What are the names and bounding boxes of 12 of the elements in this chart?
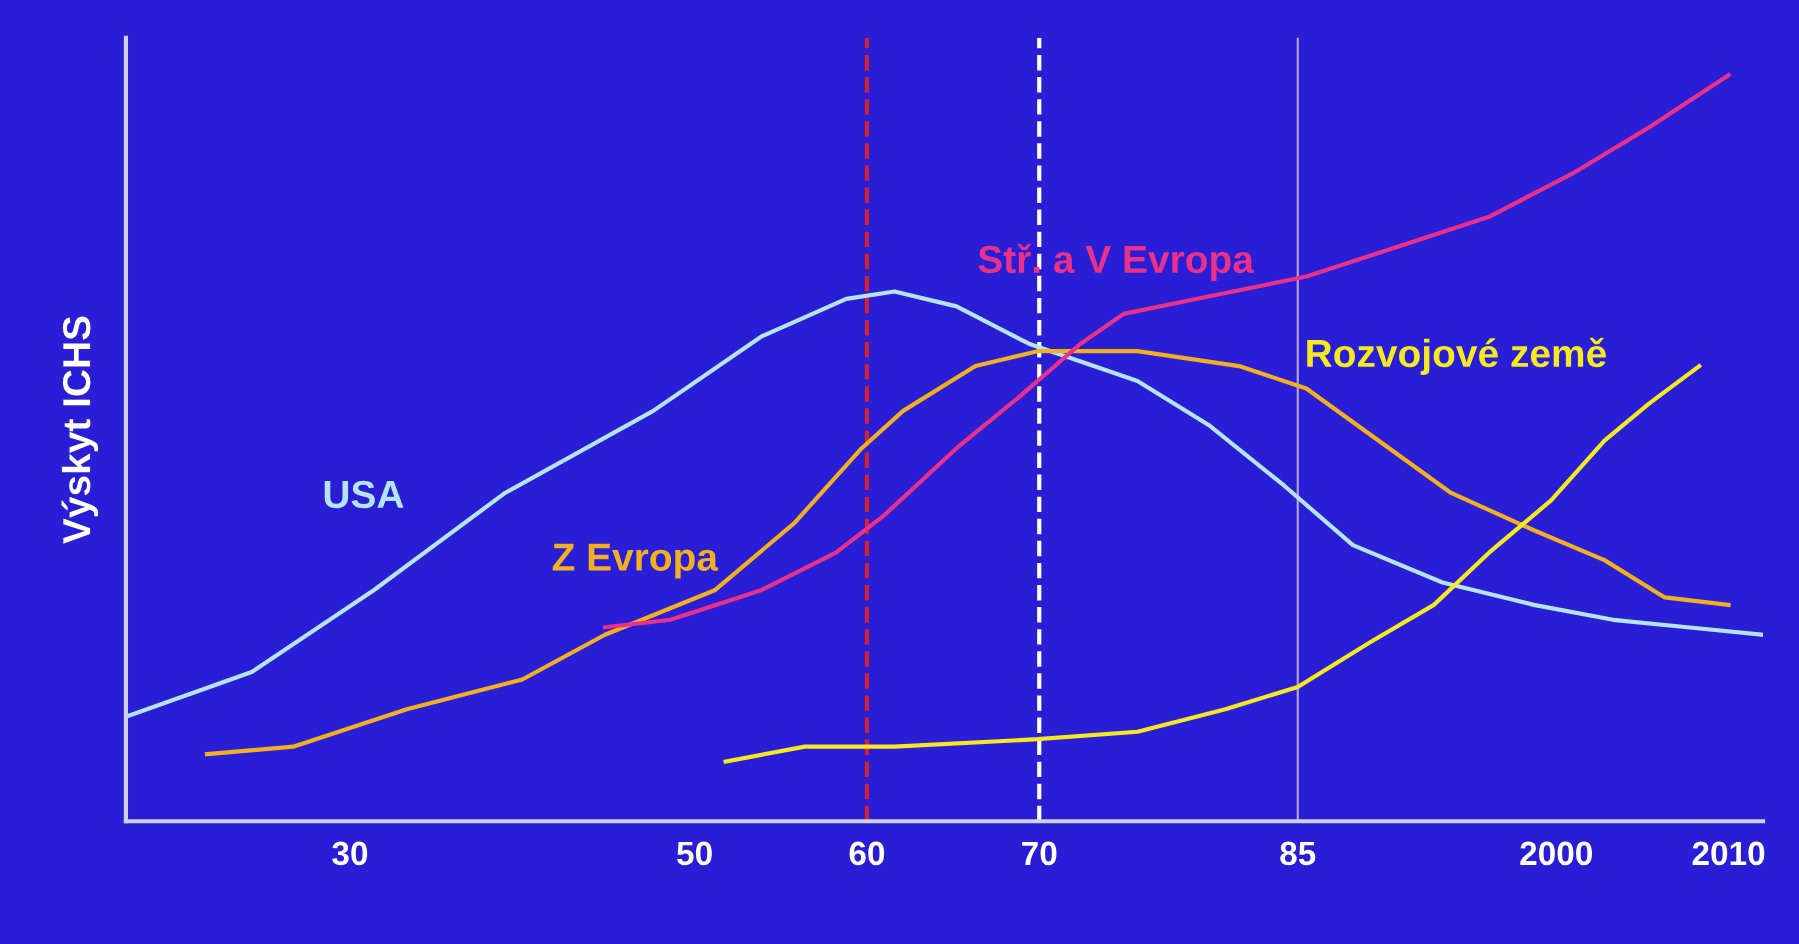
y-axis-title: Výskyt ICHS [61,316,99,544]
x-tick-label: 85 [1280,841,1316,866]
x-tick-label: 50 [677,841,712,866]
series-label: USA [324,480,404,509]
x-tick-label: 2000 [1520,841,1592,866]
x-tick-label: 2010 [1692,841,1765,866]
x-tick-label: 70 [1022,841,1057,866]
x-tick-label: 30 [332,841,368,866]
series-label: Rozvojové země [1307,337,1606,375]
x-tick-label: 60 [849,841,885,866]
series-label: Z Evropa [552,543,719,579]
series-label: Stř. a V Evropa [978,243,1255,281]
